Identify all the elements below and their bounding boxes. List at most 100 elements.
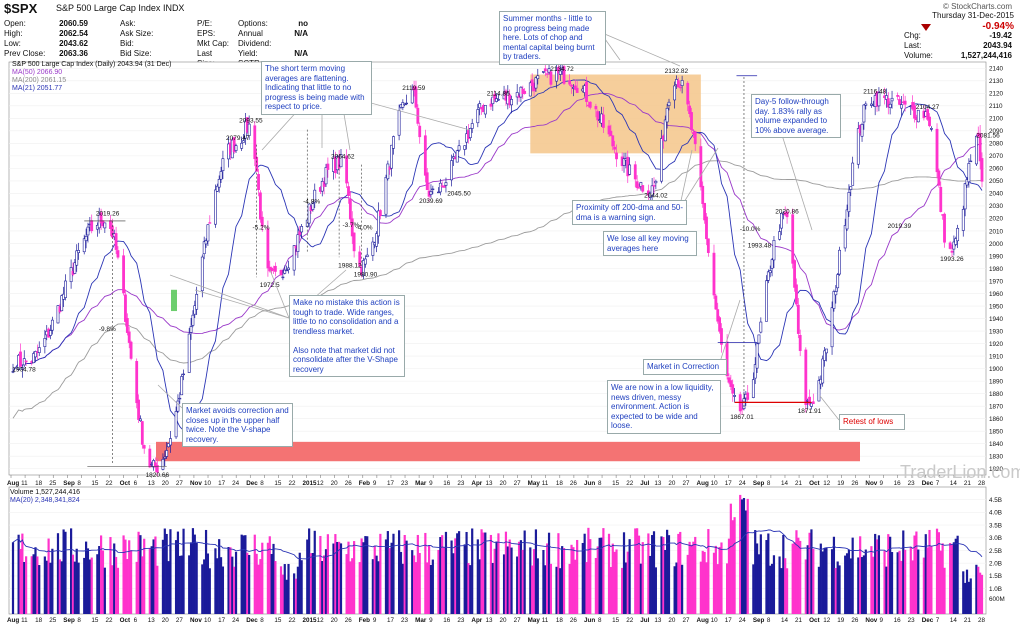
volume-x-tick-label: Dec (246, 617, 258, 624)
volume-x-tick-label: 20 (331, 617, 339, 624)
x-tick-label: 7 (936, 480, 940, 487)
volume-bar (731, 520, 734, 614)
volume-bar (688, 541, 691, 614)
candle (410, 89, 414, 104)
quote-value: 2060.59 (59, 19, 88, 28)
x-tick-label: Mar (415, 480, 427, 487)
x-tick-label: Sep (63, 480, 75, 487)
volume-bar (98, 546, 101, 614)
volume-bar (426, 562, 429, 614)
candle (180, 376, 184, 396)
candle (637, 187, 641, 189)
candle (326, 163, 330, 170)
note-avoids-correction: Market avoids correction and closes up i… (182, 403, 293, 447)
volume-x-tick-label: Jun (584, 617, 595, 624)
y-tick-label: 2020 (989, 216, 1004, 223)
candle (980, 158, 984, 182)
x-tick-label: 12 (823, 480, 831, 487)
volume-bar (819, 543, 822, 614)
quote-row: EPS: (197, 29, 231, 39)
annotation-connector (678, 147, 719, 211)
volume-bar (941, 543, 944, 614)
volume-bar (444, 531, 448, 614)
x-tick-label: Dec (922, 480, 934, 487)
volume-bar (864, 549, 867, 614)
x-tick-label: 10 (204, 480, 212, 487)
volume-bar (439, 537, 442, 614)
volume-bar (594, 557, 597, 614)
volume-bar (240, 534, 243, 614)
volume-bar (270, 553, 273, 614)
volume-bar (398, 530, 401, 614)
quote-row: Mkt Cap: (197, 39, 231, 49)
candle (298, 231, 302, 235)
candle (19, 351, 22, 367)
volume-bar (405, 540, 408, 614)
volume-bar (478, 559, 481, 614)
annotation-connector (718, 299, 741, 366)
volume-bar (58, 559, 61, 614)
candle (847, 192, 851, 213)
candle (650, 185, 654, 196)
x-tick-label: 9 (429, 480, 433, 487)
y-tick-label: 1920 (989, 341, 1004, 348)
volume-bar (167, 561, 170, 614)
volume-bar (390, 542, 393, 614)
annotation-connector (194, 289, 290, 319)
note-lose-mas: We lose all key moving averages here (603, 231, 697, 256)
volume-bar (441, 535, 444, 614)
y-tick-label: 1880 (989, 391, 1004, 398)
volume-bar (332, 543, 335, 614)
volume-bar (555, 566, 558, 614)
volume-bar (139, 535, 142, 614)
candle (169, 438, 172, 446)
quote-row: Low: 2043.62 (4, 39, 88, 49)
candle (124, 294, 127, 322)
volume-x-tick-label: 20 (668, 617, 676, 624)
candle (135, 361, 139, 404)
volume-x-tick-label: 25 (49, 617, 57, 624)
note-summer: Summer months - little to no progress be… (499, 11, 606, 65)
quote-key: Chg: (904, 31, 921, 40)
volume-bar (692, 541, 695, 614)
x-tick-label: Aug (7, 480, 19, 487)
price-label: 2020.86 (775, 208, 799, 215)
volume-bar (742, 498, 746, 614)
volume-bar (703, 551, 706, 614)
candle (64, 280, 67, 298)
candle (483, 105, 487, 115)
candle (429, 191, 433, 195)
volume-bar (219, 557, 223, 614)
volume-bar (77, 562, 80, 614)
volume-bar (86, 548, 90, 614)
candle (191, 314, 195, 326)
candle (202, 241, 206, 255)
volume-bar (785, 568, 789, 614)
volume-bar (309, 553, 313, 614)
volume-bar (559, 568, 562, 614)
volume-bar (699, 561, 702, 614)
candle (195, 294, 199, 310)
candle (491, 96, 495, 105)
volume-bar (334, 534, 337, 614)
candle (148, 448, 152, 468)
candle (845, 209, 849, 230)
candle (418, 125, 422, 138)
volume-bar (718, 546, 721, 614)
candle (903, 100, 907, 105)
volume-bar (795, 530, 798, 614)
candle (978, 133, 982, 162)
volume-bar (845, 553, 849, 614)
volume-bar (975, 564, 978, 614)
volume-bar (759, 534, 762, 614)
volume-bar (767, 533, 770, 614)
volume-x-tick-label: 15 (274, 617, 282, 624)
y-tick-label: 2140 (989, 66, 1004, 73)
volume-bar (34, 547, 37, 614)
y-tick-label: 2030 (989, 203, 1004, 210)
ma50-line (12, 92, 983, 372)
volume-x-tick-label: 6 (134, 617, 138, 624)
candle (860, 124, 864, 137)
volume-bar (712, 552, 716, 614)
volume-x-tick-label: 14 (950, 617, 958, 624)
